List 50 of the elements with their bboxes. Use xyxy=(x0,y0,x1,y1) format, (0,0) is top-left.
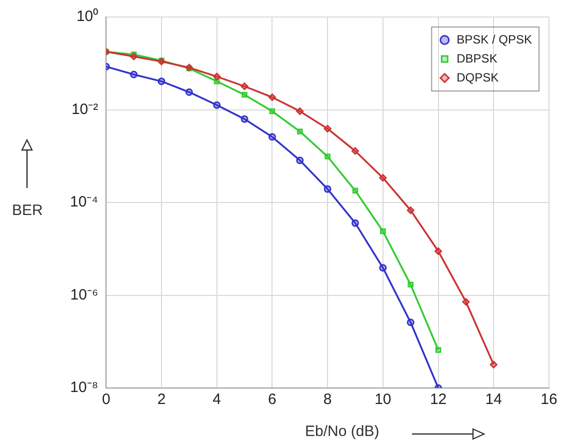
point xyxy=(158,78,166,86)
x-tick-label: 6 xyxy=(268,391,276,408)
x-tick-label: 2 xyxy=(157,391,166,408)
point xyxy=(130,52,138,60)
point xyxy=(379,264,387,272)
point xyxy=(296,107,304,115)
x-tick-label: 8 xyxy=(323,391,332,408)
point xyxy=(213,101,221,109)
legend-label: DBPSK xyxy=(456,51,498,66)
point xyxy=(380,228,386,234)
point xyxy=(296,156,304,164)
point xyxy=(490,360,498,368)
x-tick-label: 16 xyxy=(540,391,558,408)
point xyxy=(351,147,359,155)
point xyxy=(268,94,276,101)
point xyxy=(324,185,332,193)
point xyxy=(185,88,193,96)
point xyxy=(351,219,359,227)
x-tick-label: 10 xyxy=(374,391,392,408)
legend-label: BPSK / QPSK xyxy=(456,32,532,46)
point xyxy=(268,133,276,141)
point xyxy=(324,154,330,160)
point xyxy=(297,128,303,134)
x-tick-label: 12 xyxy=(430,391,447,408)
point xyxy=(406,206,414,214)
y-tick-label: 10⁰ xyxy=(76,8,98,26)
point xyxy=(130,70,138,78)
y-axis-title: BER xyxy=(12,202,43,219)
point xyxy=(435,347,442,353)
point xyxy=(240,82,248,90)
x-tick-label: 14 xyxy=(485,391,502,408)
point xyxy=(242,92,248,98)
legend-label: DQPSK xyxy=(456,70,499,84)
y-tick-label: 10⁻⁴ xyxy=(70,194,98,211)
y-tick-label: 10⁻⁸ xyxy=(70,379,98,396)
point xyxy=(213,72,221,80)
point xyxy=(408,282,414,288)
point xyxy=(269,108,276,114)
point xyxy=(434,247,442,255)
x-axis-title: Eb/No (dB) xyxy=(305,423,380,440)
point xyxy=(462,298,470,306)
point xyxy=(240,115,248,123)
point xyxy=(379,174,387,182)
point xyxy=(406,318,414,326)
x-tick-label: 4 xyxy=(212,391,222,408)
point xyxy=(352,188,358,194)
x-tick-label: 0 xyxy=(102,391,110,408)
point xyxy=(324,124,332,132)
y-tick-label: 10⁻⁶ xyxy=(70,286,98,304)
y-tick-label: 10⁻² xyxy=(71,100,98,118)
